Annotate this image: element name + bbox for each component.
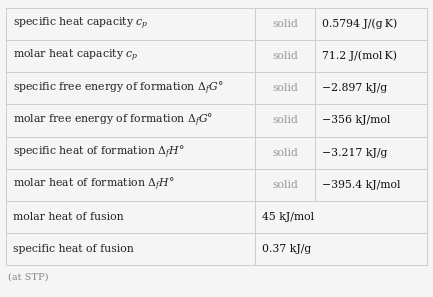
Text: 71.2 J/(mol K): 71.2 J/(mol K) — [322, 51, 397, 61]
Text: specific free energy of formation $\Delta_f G°$: specific free energy of formation $\Delt… — [13, 80, 223, 97]
Text: solid: solid — [272, 51, 298, 61]
Text: molar free energy of formation $\Delta_f G°$: molar free energy of formation $\Delta_f… — [13, 112, 213, 129]
Text: 45 kJ/mol: 45 kJ/mol — [262, 212, 314, 222]
Text: −395.4 kJ/mol: −395.4 kJ/mol — [322, 180, 401, 190]
Text: solid: solid — [272, 116, 298, 125]
Text: solid: solid — [272, 19, 298, 29]
Text: molar heat of formation $\Delta_f H°$: molar heat of formation $\Delta_f H°$ — [13, 176, 174, 193]
Text: specific heat capacity $c_p$: specific heat capacity $c_p$ — [13, 16, 149, 32]
Text: −3.217 kJ/g: −3.217 kJ/g — [322, 148, 388, 158]
Text: (at STP): (at STP) — [8, 273, 48, 282]
Text: solid: solid — [272, 148, 298, 158]
Text: −2.897 kJ/g: −2.897 kJ/g — [322, 83, 387, 93]
Text: molar heat capacity $c_p$: molar heat capacity $c_p$ — [13, 48, 139, 64]
Text: molar heat of fusion: molar heat of fusion — [13, 212, 124, 222]
Text: specific heat of formation $\Delta_f H°$: specific heat of formation $\Delta_f H°$ — [13, 144, 185, 161]
Text: 0.37 kJ/g: 0.37 kJ/g — [262, 244, 311, 254]
Text: specific heat of fusion: specific heat of fusion — [13, 244, 134, 254]
Text: −356 kJ/mol: −356 kJ/mol — [322, 116, 391, 125]
Text: 0.5794 J/(g K): 0.5794 J/(g K) — [322, 19, 397, 29]
Text: solid: solid — [272, 180, 298, 190]
Text: solid: solid — [272, 83, 298, 93]
